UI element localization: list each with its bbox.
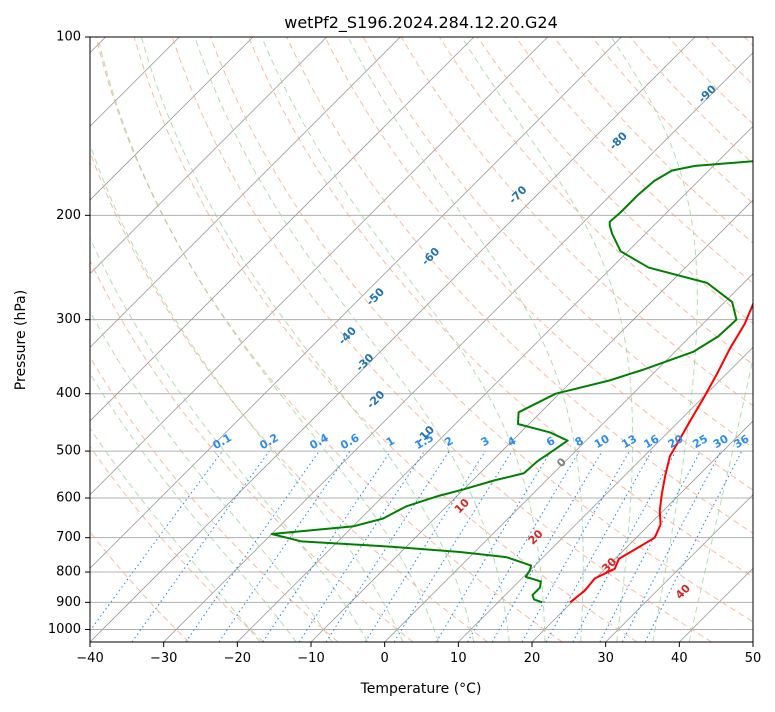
chart-title: wetPf2_S196.2024.284.12.20.G24: [284, 13, 558, 33]
y-tick-label: 800: [56, 565, 81, 580]
x-tick-label: −30: [150, 651, 177, 666]
y-tick-label: 600: [56, 491, 81, 506]
y-tick-label: 700: [56, 530, 81, 545]
x-tick-label: 10: [450, 651, 467, 666]
y-tick-label: 200: [56, 208, 81, 223]
x-tick-label: 40: [671, 651, 688, 666]
y-tick-label: 500: [56, 444, 81, 459]
x-tick-label: 0: [381, 651, 389, 666]
y-tick-label: 1000: [48, 622, 81, 637]
x-tick-label: −20: [224, 651, 251, 666]
y-tick-label: 300: [56, 312, 81, 327]
x-tick-label: 30: [597, 651, 614, 666]
x-tick-label: 50: [745, 651, 762, 666]
x-axis-label: Temperature (°C): [360, 681, 482, 697]
x-tick-label: −40: [76, 651, 103, 666]
y-tick-label: 400: [56, 386, 81, 401]
x-tick-label: 20: [524, 651, 541, 666]
x-tick-label: −10: [297, 651, 324, 666]
y-axis-label: Pressure (hPa): [13, 290, 29, 390]
y-tick-label: 100: [56, 30, 81, 45]
y-tick-label: 900: [56, 595, 81, 610]
